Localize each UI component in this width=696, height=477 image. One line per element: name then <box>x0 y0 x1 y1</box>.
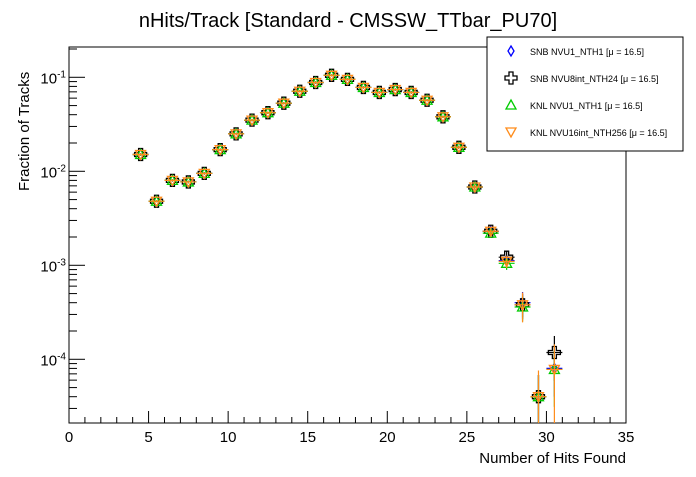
triangle-down-marker <box>516 300 529 312</box>
x-tick-label: 35 <box>618 429 635 446</box>
x-tick-label: 0 <box>65 429 73 446</box>
cross-marker <box>504 71 518 85</box>
triangle-down-marker <box>341 74 354 86</box>
triangle-down-marker <box>436 112 450 124</box>
series-3 <box>132 70 563 423</box>
triangle-down-marker <box>405 87 418 99</box>
triangle-down-marker <box>548 364 561 376</box>
triangle-down-marker <box>532 392 545 404</box>
triangle-down-marker <box>229 129 243 141</box>
y-tick-exponent: -1 <box>57 69 66 80</box>
cross-marker <box>547 345 562 360</box>
y-tick-base: 10 <box>40 352 57 369</box>
triangle-down-marker <box>293 86 306 98</box>
x-tick-label: 25 <box>459 429 476 446</box>
x-tick-label: 20 <box>379 429 396 446</box>
y-axis-label: Fraction of Tracks <box>16 72 33 191</box>
triangle-down-marker <box>214 144 227 156</box>
x-tick-label: 15 <box>299 429 316 446</box>
y-tick-label: 10-1 <box>40 69 66 87</box>
triangle-down-marker <box>468 182 481 194</box>
legend-label: KNL NVU16int_NTH256 [μ = 16.5] <box>530 128 667 138</box>
y-tick-exponent: -2 <box>57 163 66 174</box>
triangle-down-marker <box>484 226 497 238</box>
y-tick-base: 10 <box>40 258 57 275</box>
y-tick-exponent: -4 <box>57 351 66 362</box>
triangle-down-marker <box>245 115 259 127</box>
legend-label: KNL NVU1_NTH1 [μ = 16.5] <box>530 101 643 111</box>
triangle-down-marker <box>166 175 179 187</box>
y-tick-base: 10 <box>40 164 57 181</box>
y-tick-label: 10-4 <box>40 351 66 369</box>
x-tick-label: 10 <box>220 429 237 446</box>
x-axis-label: Number of Hits Found <box>479 450 626 467</box>
triangle-down-marker <box>325 70 338 82</box>
diamond-marker <box>507 44 515 58</box>
y-tick-base: 10 <box>40 70 57 87</box>
triangle-down-marker <box>357 82 370 94</box>
triangle-down-marker <box>150 196 163 208</box>
triangle-up-marker <box>504 98 518 110</box>
legend: SNB NVU1_NTH1 [μ = 16.5] SNB NVU8int_NTH2… <box>486 36 684 152</box>
legend-label: SNB NVU1_NTH1 [μ = 16.5] <box>530 47 644 57</box>
triangle-down-marker <box>277 98 290 110</box>
triangle-down-marker <box>373 87 386 99</box>
y-tick-label: 10-2 <box>40 163 66 181</box>
triangle-down-marker <box>261 108 275 120</box>
triangle-down-marker <box>198 168 211 180</box>
triangle-down-marker <box>504 127 518 139</box>
plot-frame <box>68 46 627 424</box>
x-tick-label: 5 <box>144 429 152 446</box>
triangle-down-marker <box>500 256 513 268</box>
legend-box <box>486 36 684 152</box>
triangle-down-marker <box>309 77 322 89</box>
triangle-down-marker <box>389 84 402 96</box>
chart-title: nHits/Track [Standard - CMSSW_TTbar_PU70… <box>139 10 557 32</box>
triangle-down-marker <box>134 149 147 161</box>
triangle-down-marker <box>452 142 466 154</box>
triangle-down-marker <box>420 95 434 107</box>
x-tick-label: 30 <box>538 429 555 446</box>
legend-label: SNB NVU8int_NTH24 [μ = 16.5] <box>530 74 659 84</box>
triangle-down-marker <box>182 177 195 189</box>
y-tick-label: 10-3 <box>40 257 66 275</box>
y-tick-exponent: -3 <box>57 257 66 268</box>
